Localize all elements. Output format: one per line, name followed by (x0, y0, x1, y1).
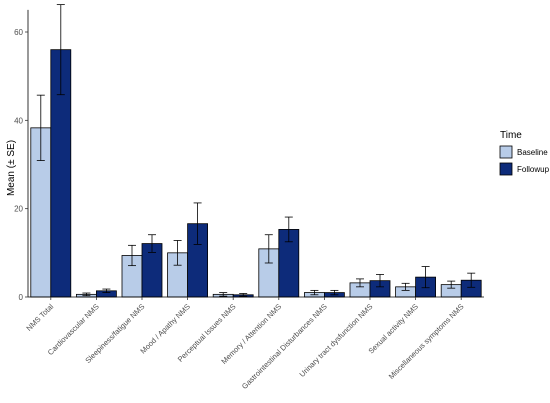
y-axis-label: Mean (± SE) (6, 140, 17, 196)
y-tick-label: 20 (14, 205, 23, 214)
x-tick-label: Mood / Apathy NMS (138, 302, 192, 356)
x-tick-label: Gastrointestinal Disturbances NMS (240, 302, 329, 391)
legend-title: Time (500, 130, 522, 141)
legend-swatch-followup (499, 162, 513, 176)
x-tick-label: Sexual activity NMS (366, 302, 420, 356)
legend-swatch-baseline (499, 145, 513, 159)
legend-label-baseline: Baseline (517, 148, 548, 157)
y-tick-label: 0 (19, 293, 24, 302)
legend: Time Baseline Followup (499, 130, 550, 176)
x-tick-label: Miscellaneous symptoms NMS (387, 302, 466, 381)
y-tick-label: 60 (14, 28, 23, 37)
y-axis: 0 20 40 60 (14, 9, 29, 302)
x-tick-label: NMS Total (24, 302, 55, 333)
legend-label-followup: Followup (517, 165, 550, 174)
bars (30, 4, 482, 298)
y-tick-label: 40 (14, 116, 23, 125)
x-tick-label: Urinary tract dysfunction NMS (298, 302, 375, 379)
